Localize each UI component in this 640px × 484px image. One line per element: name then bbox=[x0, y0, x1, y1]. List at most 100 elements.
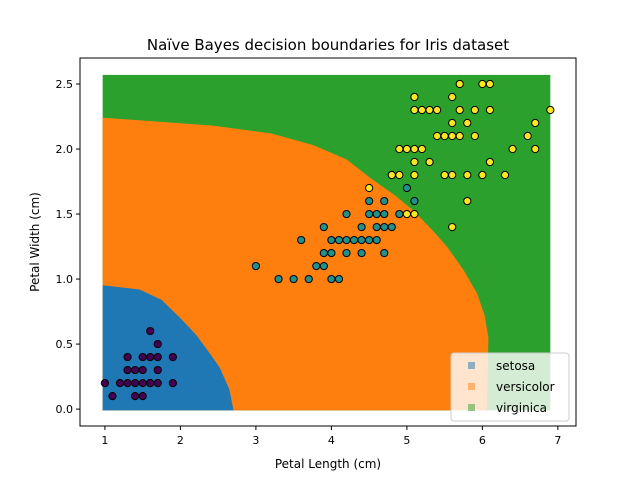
point-setosa bbox=[168, 352, 177, 362]
point-versicolor bbox=[372, 222, 381, 232]
point-virginica bbox=[402, 144, 411, 154]
axis-ticks: 1 2 3 4 5 6 7 0.0 0.5 1.0 1.5 2.0 2.5 bbox=[56, 78, 562, 447]
point-virginica bbox=[410, 105, 419, 115]
x-tick-label: 7 bbox=[554, 434, 561, 447]
point-versicolor bbox=[342, 209, 351, 219]
y-tick-label: 2.0 bbox=[56, 143, 74, 156]
point-virginica bbox=[387, 170, 396, 180]
point-versicolor bbox=[312, 261, 321, 271]
point-virginica bbox=[448, 118, 457, 128]
point-virginica bbox=[417, 105, 427, 115]
x-tick-label: 3 bbox=[252, 434, 259, 447]
point-virginica bbox=[455, 131, 464, 141]
point-versicolor bbox=[304, 274, 313, 284]
point-virginica bbox=[432, 105, 442, 115]
point-setosa bbox=[123, 378, 132, 388]
point-setosa bbox=[108, 391, 117, 401]
point-setosa bbox=[138, 365, 147, 375]
point-setosa bbox=[123, 365, 132, 375]
point-setosa bbox=[115, 378, 125, 388]
point-virginica bbox=[463, 118, 472, 128]
point-versicolor bbox=[327, 235, 336, 245]
point-virginica bbox=[425, 157, 434, 167]
point-versicolor bbox=[319, 222, 328, 232]
point-virginica bbox=[455, 105, 464, 115]
point-virginica bbox=[440, 170, 449, 180]
point-virginica bbox=[478, 79, 487, 89]
x-tick-label: 2 bbox=[177, 434, 184, 447]
point-versicolor bbox=[251, 261, 261, 271]
point-virginica bbox=[448, 222, 457, 232]
point-virginica bbox=[485, 105, 495, 115]
point-setosa bbox=[138, 352, 147, 362]
y-axis-label: Petal Width (cm) bbox=[28, 192, 42, 292]
legend-label-setosa: setosa bbox=[496, 359, 535, 373]
point-setosa bbox=[146, 378, 155, 388]
point-setosa bbox=[146, 326, 155, 336]
point-versicolor bbox=[380, 248, 389, 258]
point-versicolor bbox=[319, 261, 328, 271]
y-tick-label: 2.5 bbox=[56, 78, 74, 91]
point-versicolor bbox=[387, 222, 396, 232]
point-setosa bbox=[153, 339, 162, 349]
legend-box bbox=[450, 352, 570, 422]
point-virginica bbox=[500, 170, 510, 180]
point-virginica bbox=[485, 79, 495, 89]
x-tick-label: 5 bbox=[403, 434, 410, 447]
point-setosa bbox=[123, 352, 132, 362]
point-virginica bbox=[448, 170, 457, 180]
point-virginica bbox=[546, 105, 555, 115]
legend-marker-virginica bbox=[468, 404, 475, 411]
y-tick-label: 1.5 bbox=[56, 208, 74, 221]
legend-label-versicolor: versicolor bbox=[496, 380, 555, 394]
point-versicolor bbox=[349, 235, 359, 245]
point-setosa bbox=[138, 378, 147, 388]
point-versicolor bbox=[372, 209, 381, 219]
point-setosa bbox=[100, 378, 110, 388]
point-setosa bbox=[168, 378, 177, 388]
point-versicolor bbox=[327, 248, 336, 258]
point-virginica bbox=[395, 170, 404, 180]
point-virginica bbox=[432, 131, 442, 141]
point-versicolor bbox=[365, 209, 374, 219]
point-versicolor bbox=[342, 235, 351, 245]
point-versicolor bbox=[365, 196, 374, 206]
x-axis-label: Petal Length (cm) bbox=[275, 457, 381, 471]
point-versicolor bbox=[402, 183, 411, 193]
point-versicolor bbox=[380, 209, 389, 219]
point-virginica bbox=[531, 118, 540, 128]
point-versicolor bbox=[289, 274, 298, 284]
region-versicolor bbox=[102, 117, 489, 411]
point-virginica bbox=[508, 144, 517, 154]
point-virginica bbox=[417, 144, 427, 154]
legend-marker-versicolor bbox=[468, 383, 475, 390]
point-versicolor bbox=[274, 274, 283, 284]
point-versicolor bbox=[380, 196, 389, 206]
point-virginica bbox=[410, 170, 419, 180]
point-versicolor bbox=[334, 235, 344, 245]
point-virginica bbox=[448, 131, 457, 141]
point-setosa bbox=[153, 378, 162, 388]
point-versicolor bbox=[410, 196, 419, 206]
point-virginica bbox=[365, 183, 374, 193]
point-versicolor bbox=[357, 222, 366, 232]
point-setosa bbox=[131, 378, 140, 388]
point-virginica bbox=[470, 105, 479, 115]
point-virginica bbox=[463, 170, 472, 180]
point-virginica bbox=[470, 131, 479, 141]
y-tick-label: 0.0 bbox=[56, 403, 74, 416]
plot-area bbox=[79, 57, 577, 427]
point-virginica bbox=[402, 209, 411, 219]
y-tick-label: 1.0 bbox=[56, 273, 74, 286]
point-virginica bbox=[448, 92, 457, 102]
point-versicolor bbox=[319, 248, 328, 258]
point-setosa bbox=[131, 391, 140, 401]
point-versicolor bbox=[357, 248, 366, 258]
point-setosa bbox=[131, 365, 140, 375]
point-virginica bbox=[485, 157, 495, 167]
point-versicolor bbox=[327, 274, 336, 284]
legend-label-virginica: virginica bbox=[496, 401, 547, 415]
point-setosa bbox=[138, 391, 147, 401]
point-virginica bbox=[440, 131, 449, 141]
